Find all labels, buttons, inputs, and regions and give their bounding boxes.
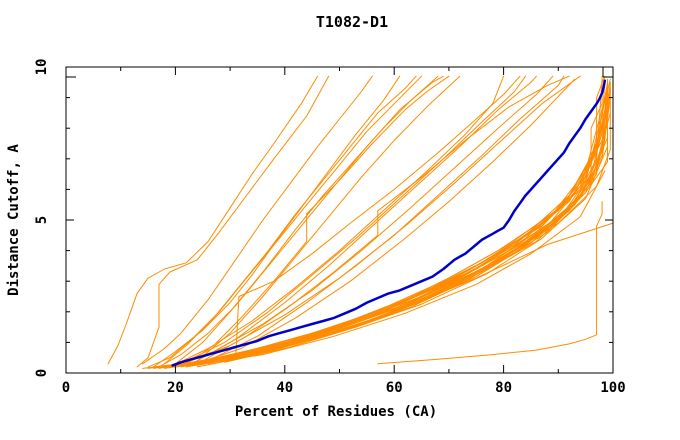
- curve-model-03: [142, 75, 373, 365]
- chart-title: T1082-D1: [316, 13, 388, 31]
- curve-model-18: [185, 78, 576, 368]
- curve-model-06: [147, 75, 423, 368]
- curve-model-17: [202, 75, 570, 362]
- curve-model-23: [180, 78, 611, 368]
- curve-model-07: [174, 75, 439, 365]
- x-tick-labels: 0 20 40 60 80 100: [62, 380, 626, 396]
- y-tick-label: 5: [34, 216, 50, 224]
- curve-model-01: [107, 75, 319, 365]
- curve-model-12: [169, 75, 505, 368]
- curve-highlighted-model: [171, 79, 607, 367]
- y-axis-label: Distance Cutoff, A: [6, 144, 22, 296]
- x-tick-label: 60: [386, 380, 403, 396]
- y-tick-labels: 0 5 10: [34, 59, 50, 378]
- x-tick-label: 40: [276, 380, 293, 396]
- curve-model-10: [196, 75, 461, 362]
- y-tick-label: 10: [34, 59, 50, 76]
- curve-model-08: [158, 75, 444, 368]
- curve-model-14: [191, 75, 537, 365]
- curve-model-09: [185, 75, 450, 365]
- curve-model-11: [196, 75, 521, 368]
- axis-ticks: [65, 66, 614, 374]
- x-tick-label: 80: [495, 380, 512, 396]
- curve-model-45: [164, 81, 611, 368]
- curve-model-40: [224, 146, 608, 363]
- x-tick-label: 100: [600, 380, 625, 396]
- curve-model-19: [207, 75, 581, 362]
- x-tick-label: 0: [62, 380, 70, 396]
- model-curves-layer: [107, 75, 614, 369]
- curve-model-41: [191, 170, 606, 366]
- x-tick-label: 20: [167, 380, 184, 396]
- y-tick-label: 0: [34, 369, 50, 377]
- curve-model-47: [377, 201, 603, 365]
- curve-model-32: [142, 115, 608, 369]
- curve-model-16: [174, 75, 565, 368]
- curve-model-27: [185, 91, 611, 366]
- curve-model-02: [136, 75, 330, 368]
- x-axis-label: Percent of Residues (CA): [235, 404, 437, 420]
- curve-model-15: [164, 75, 554, 368]
